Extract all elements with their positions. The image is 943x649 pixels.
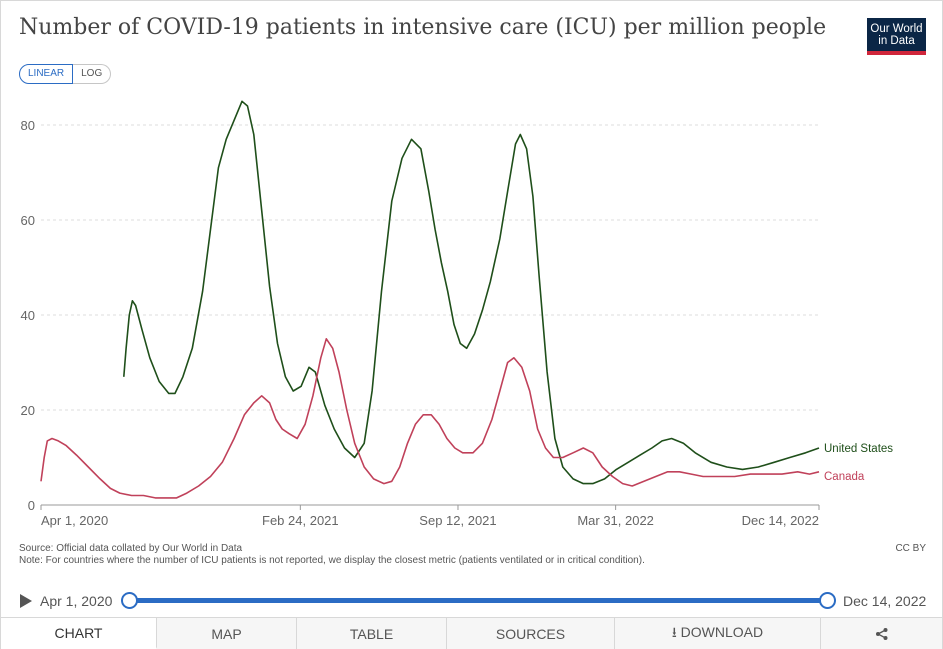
x-tick-label: Sep 12, 2021 bbox=[419, 513, 496, 528]
tab-download[interactable]: ⭳ DOWNLOAD bbox=[615, 618, 821, 649]
tab-map[interactable]: MAP bbox=[157, 618, 297, 649]
timeline: Apr 1, 2020 Dec 14, 2022 bbox=[1, 589, 943, 613]
y-tick-label: 20 bbox=[21, 403, 35, 418]
x-tick-label: Feb 24, 2021 bbox=[262, 513, 339, 528]
tab-sources[interactable]: SOURCES bbox=[447, 618, 615, 649]
share-button[interactable] bbox=[821, 618, 942, 649]
x-tick-label: Dec 14, 2022 bbox=[742, 513, 819, 528]
timeline-end-label: Dec 14, 2022 bbox=[843, 593, 927, 609]
timeline-start-handle[interactable] bbox=[121, 592, 138, 609]
legend-label: Canada bbox=[824, 471, 865, 483]
timeline-start-label: Apr 1, 2020 bbox=[40, 593, 113, 609]
series-line-canada bbox=[40, 338, 820, 499]
license-link[interactable]: CC BY bbox=[895, 543, 926, 554]
logo-line-1: Our World bbox=[870, 22, 923, 35]
series-line-united-states bbox=[123, 100, 820, 485]
tab-table[interactable]: TABLE bbox=[297, 618, 447, 649]
y-tick-label: 80 bbox=[21, 118, 35, 133]
tab-bar: CHART MAP TABLE SOURCES ⭳ DOWNLOAD bbox=[1, 617, 942, 649]
y-tick-label: 0 bbox=[28, 498, 35, 513]
timeline-end-handle[interactable] bbox=[819, 592, 836, 609]
source-notes: Source: Official data collated by Our Wo… bbox=[19, 543, 645, 567]
tab-chart[interactable]: CHART bbox=[1, 618, 157, 649]
log-scale-button[interactable]: LOG bbox=[73, 64, 112, 84]
note-text: Note: For countries where the number of … bbox=[19, 555, 645, 566]
logo-line-2: in Data bbox=[878, 34, 915, 47]
x-tick-label: Apr 1, 2020 bbox=[41, 513, 108, 528]
chart-title: Number of COVID-19 patients in intensive… bbox=[19, 15, 827, 40]
x-tick-label: Mar 31, 2022 bbox=[577, 513, 654, 528]
legend-label: United States bbox=[824, 443, 893, 455]
owid-logo[interactable]: Our World in Data bbox=[867, 18, 926, 55]
linear-scale-button[interactable]: LINEAR bbox=[19, 64, 74, 84]
play-icon[interactable] bbox=[20, 594, 32, 608]
y-tick-label: 60 bbox=[21, 213, 35, 228]
line-chart: 0 20 40 60 80 Apr 1, 2020 Feb 24, 2021 Sep 12, … bbox=[21, 100, 893, 528]
timeline-track[interactable] bbox=[129, 598, 827, 603]
source-text: Source: Official data collated by Our Wo… bbox=[19, 543, 243, 554]
y-tick-label: 40 bbox=[21, 308, 35, 323]
share-icon bbox=[875, 627, 887, 640]
scale-toggle: LINEAR LOG bbox=[19, 64, 112, 84]
